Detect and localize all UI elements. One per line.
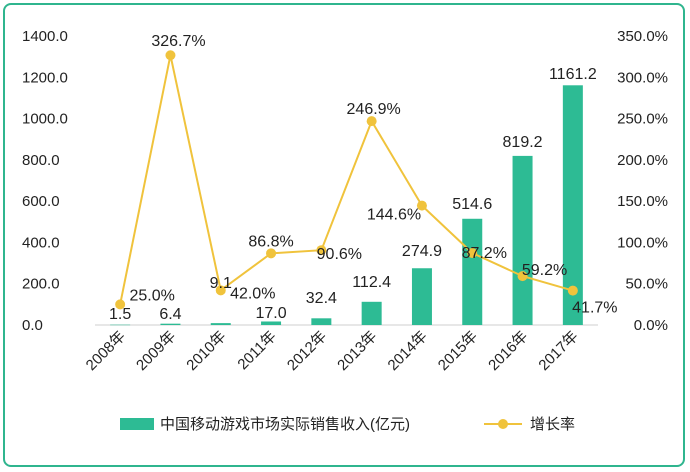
legend-line-marker: [498, 419, 508, 429]
legend: 中国移动游戏市场实际销售收入(亿元) 增长率: [120, 416, 575, 433]
growth-point-2014年: [416, 200, 427, 211]
growth-point-2009年: [165, 50, 176, 61]
legend-bar-label: 中国移动游戏市场实际销售收入(亿元): [160, 416, 410, 433]
growth-value-label: 87.2%: [462, 245, 507, 262]
y-right-tick-label: 100.0%: [617, 234, 668, 251]
bar-value-label: 112.4: [352, 274, 391, 291]
bar-2017年: [562, 85, 583, 326]
growth-point-2013年: [366, 116, 377, 127]
y-right-tick-label: 350.0%: [617, 28, 668, 45]
growth-point-2015年: [467, 247, 478, 258]
growth-point-2010年: [215, 285, 226, 296]
growth-value-label: 42.0%: [230, 285, 275, 302]
growth-value-label: 144.6%: [367, 207, 421, 224]
bar-2011年: [261, 321, 282, 325]
bar-2015年: [462, 218, 483, 325]
x-tick-label: 2016年: [485, 328, 531, 374]
growth-value-label: 246.9%: [347, 101, 401, 118]
y-right-tick-label: 150.0%: [617, 193, 668, 210]
bar-2014年: [411, 268, 432, 325]
y-left-tick-label: 400.0: [22, 234, 60, 251]
growth-value-label: 41.7%: [572, 300, 617, 317]
x-tick-label: 2017年: [535, 328, 581, 374]
growth-line: [119, 55, 574, 305]
x-tick-label: 2015年: [435, 328, 481, 374]
growth-value-label: 90.6%: [317, 246, 362, 263]
growth-point-2011年: [266, 248, 277, 259]
y-right-tick-label: 0.0%: [634, 317, 668, 334]
bar-2012年: [311, 318, 332, 325]
x-tick-label: 2014年: [385, 328, 431, 374]
bar-value-label: 274.9: [402, 243, 442, 260]
y-right-tick-label: 250.0%: [617, 111, 668, 128]
bar-value-label: 6.4: [159, 306, 181, 323]
bar-value-label: 32.4: [306, 290, 337, 307]
y-right-tick-label: 300.0%: [617, 69, 668, 86]
bar-value-label: 514.6: [452, 196, 492, 213]
bar-value-label: 17.0: [255, 305, 286, 322]
y-left-tick-label: 0.0: [22, 317, 43, 334]
bar-value-label: 1.5: [109, 306, 131, 323]
bar-2008年: [110, 324, 131, 326]
data-labels: 1.5 6.4 9.1 17.0 32.4 112.4 274.9 514.6 819.2 116…: [109, 33, 618, 323]
y-right-tick-label: 50.0%: [625, 276, 668, 293]
growth-value-label: 86.8%: [248, 233, 293, 250]
bar-2013年: [361, 301, 382, 325]
x-tick-label: 2010年: [183, 328, 229, 374]
bar-series: [110, 85, 583, 326]
growth-point-2008年: [115, 299, 126, 310]
bar-value-label: 819.2: [503, 134, 543, 151]
growth-value-label: 59.2%: [522, 262, 567, 279]
y-left-tick-label: 1200.0: [22, 69, 68, 86]
bar-value-label: 1161.2: [549, 66, 597, 83]
x-tick-label: 2011年: [234, 328, 279, 373]
y-right-tick-label: 200.0%: [617, 152, 668, 169]
x-tick-label: 2009年: [133, 328, 179, 374]
bar-2016年: [512, 155, 533, 325]
growth-point-2012年: [316, 245, 327, 256]
y-left-tick-label: 800.0: [22, 152, 60, 169]
legend-line-label: 增长率: [530, 416, 575, 433]
y-left-tick-label: 1000.0: [22, 111, 68, 128]
growth-point-2016年: [517, 271, 528, 282]
y-left-tick-label: 600.0: [22, 193, 60, 210]
growth-point-2017年: [567, 285, 578, 296]
x-tick-label: 2013年: [334, 328, 380, 374]
growth-value-label: 326.7%: [151, 33, 205, 50]
x-tick-label: 2008年: [83, 328, 129, 374]
bar-value-label: 9.1: [210, 275, 232, 292]
legend-bar-swatch: [120, 418, 154, 430]
bar-2009年: [160, 323, 181, 325]
x-tick-label: 2012年: [284, 328, 330, 374]
y-left-tick-label: 1400.0: [22, 28, 68, 45]
growth-value-label: 25.0%: [129, 287, 174, 304]
y-left-tick-label: 200.0: [22, 276, 60, 293]
bar-2010年: [210, 323, 231, 325]
line-series: [115, 50, 578, 310]
